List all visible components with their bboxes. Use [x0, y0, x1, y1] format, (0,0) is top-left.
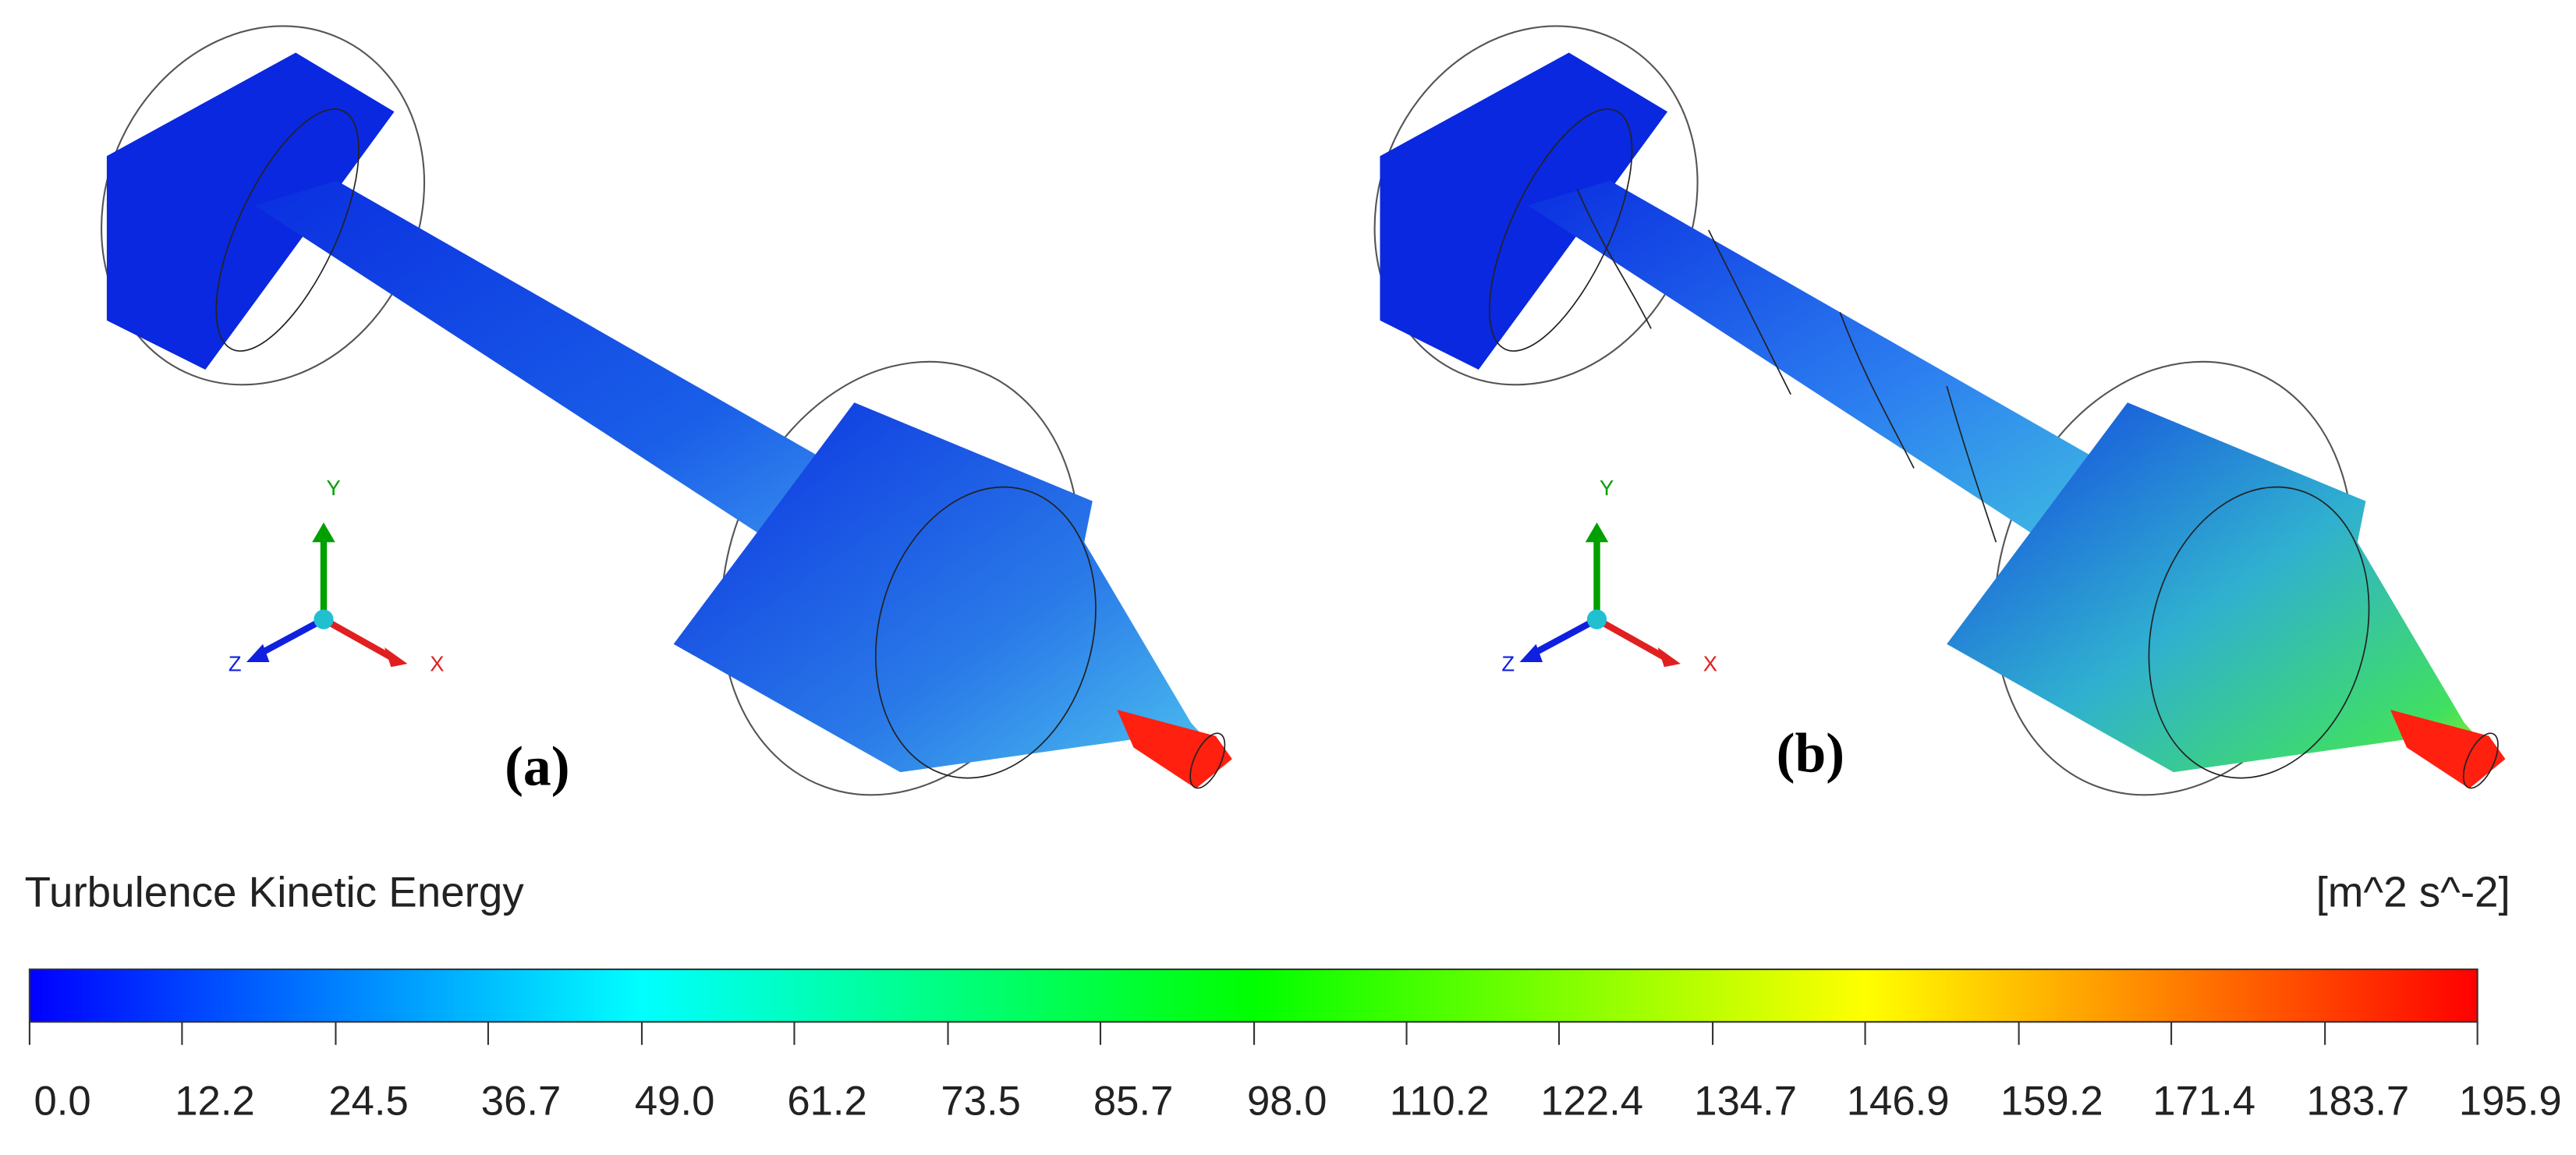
axis-label: Z: [1501, 651, 1515, 675]
tick-label: 110.2: [1390, 1079, 1490, 1125]
axis-label: Y: [326, 476, 340, 500]
tick-label: 171.4: [2153, 1079, 2255, 1125]
tick-label: 12.2: [175, 1079, 254, 1125]
panel-a: [42, 0, 1233, 847]
colorbar-ticks: 0.0 12.2 24.5 36.7 49.0 61.2 73.5 85.7 98.0 110.2…: [28, 1022, 2562, 1125]
tick-label: 183.7: [2306, 1079, 2409, 1125]
tick-label: 36.7: [481, 1079, 561, 1125]
panel-label: (b): [1777, 723, 1845, 785]
tick-label: 49.0: [635, 1079, 714, 1125]
tick-label: 61.2: [787, 1079, 866, 1125]
axis-label: Z: [229, 651, 242, 675]
axis-label: X: [430, 651, 444, 675]
colorbar-title: Turbulence Kinetic Energy: [25, 868, 525, 916]
tick-label: 24.5: [328, 1079, 408, 1125]
tick-label: 98.0: [1247, 1079, 1327, 1125]
axis-label: X: [1703, 651, 1717, 675]
tick-label: 0.0: [34, 1079, 90, 1125]
tick-label: 122.4: [1540, 1079, 1643, 1125]
tick-label: 73.5: [941, 1079, 1020, 1125]
panel-label: (a): [505, 736, 570, 798]
tick-label: 195.9: [2459, 1079, 2562, 1125]
tick-label: 159.2: [2000, 1079, 2103, 1125]
tick-label: 85.7: [1093, 1079, 1173, 1125]
colorbar-unit: [m^2 s^-2]: [2316, 868, 2510, 916]
colorbar: [28, 968, 2479, 1023]
tick-label: 134.7: [1694, 1079, 1797, 1125]
axis-label: Y: [1600, 476, 1614, 500]
panel-b: [1316, 0, 2507, 847]
tick-label: 146.9: [1847, 1079, 1950, 1125]
